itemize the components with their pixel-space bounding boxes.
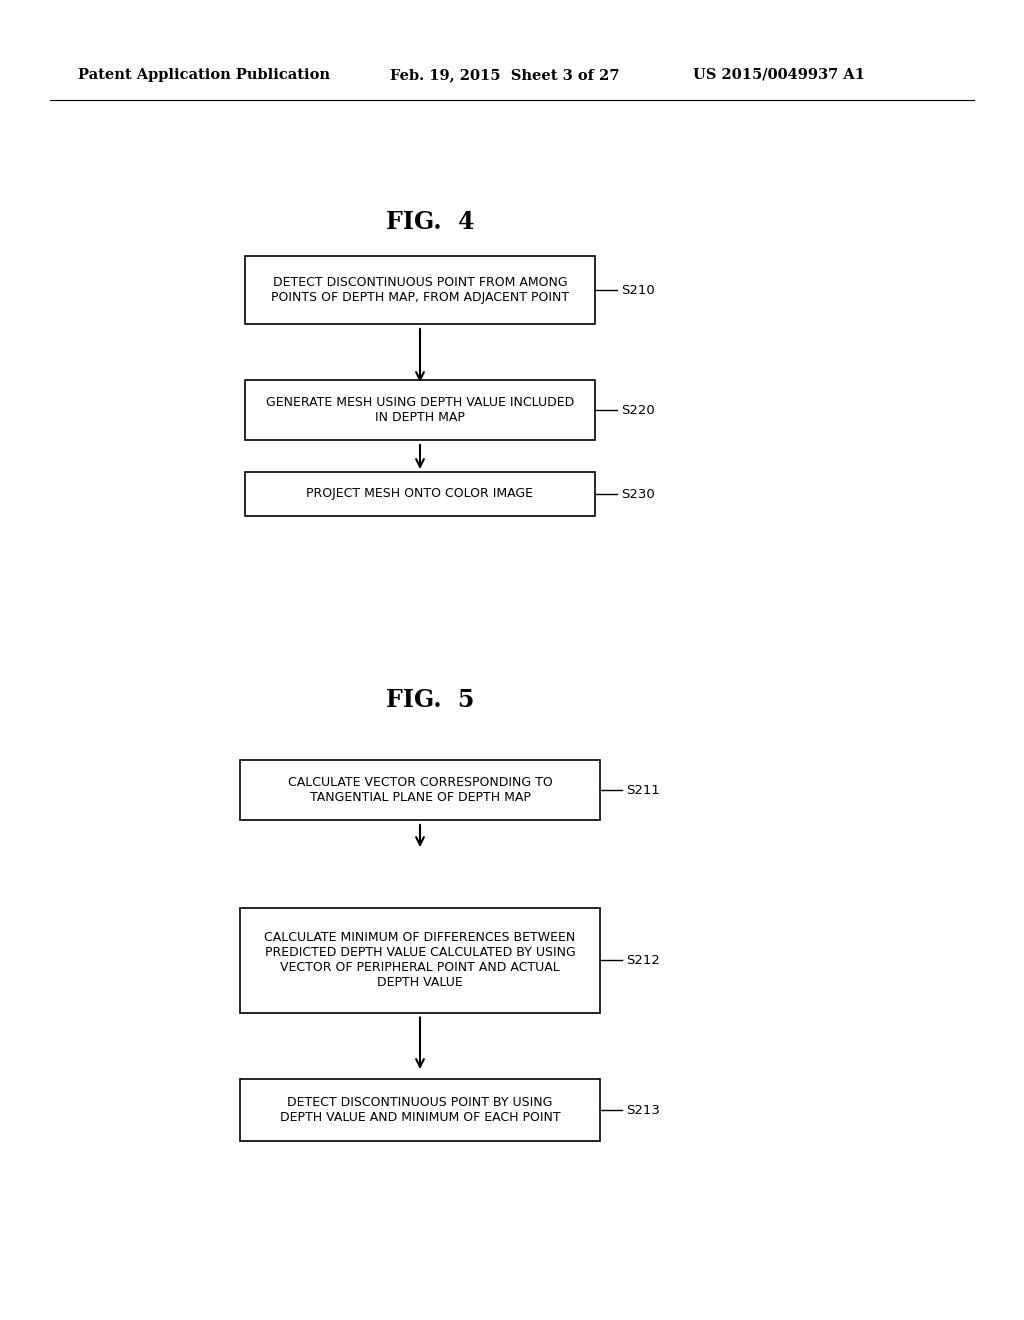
- Text: FIG.  4: FIG. 4: [386, 210, 474, 234]
- Text: DETECT DISCONTINUOUS POINT BY USING
DEPTH VALUE AND MINIMUM OF EACH POINT: DETECT DISCONTINUOUS POINT BY USING DEPT…: [280, 1096, 560, 1125]
- Text: CALCULATE MINIMUM OF DIFFERENCES BETWEEN
PREDICTED DEPTH VALUE CALCULATED BY USI: CALCULATE MINIMUM OF DIFFERENCES BETWEEN…: [264, 931, 575, 989]
- Text: S211: S211: [626, 784, 659, 796]
- Text: S213: S213: [626, 1104, 659, 1117]
- Text: Feb. 19, 2015  Sheet 3 of 27: Feb. 19, 2015 Sheet 3 of 27: [390, 69, 620, 82]
- Text: US 2015/0049937 A1: US 2015/0049937 A1: [693, 69, 865, 82]
- Bar: [245, 380, 595, 440]
- Text: PROJECT MESH ONTO COLOR IMAGE: PROJECT MESH ONTO COLOR IMAGE: [306, 487, 534, 500]
- Text: S230: S230: [621, 487, 654, 500]
- Bar: [240, 760, 600, 820]
- Bar: [245, 256, 595, 323]
- Text: S220: S220: [621, 404, 654, 417]
- Text: CALCULATE VECTOR CORRESPONDING TO
TANGENTIAL PLANE OF DEPTH MAP: CALCULATE VECTOR CORRESPONDING TO TANGEN…: [288, 776, 552, 804]
- Bar: [240, 908, 600, 1012]
- Text: S210: S210: [621, 284, 654, 297]
- Bar: [245, 473, 595, 516]
- Bar: [240, 1078, 600, 1140]
- Text: S212: S212: [626, 953, 659, 966]
- Text: GENERATE MESH USING DEPTH VALUE INCLUDED
IN DEPTH MAP: GENERATE MESH USING DEPTH VALUE INCLUDED…: [266, 396, 574, 424]
- Text: FIG.  5: FIG. 5: [386, 688, 474, 711]
- Text: Patent Application Publication: Patent Application Publication: [78, 69, 330, 82]
- Text: DETECT DISCONTINUOUS POINT FROM AMONG
POINTS OF DEPTH MAP, FROM ADJACENT POINT: DETECT DISCONTINUOUS POINT FROM AMONG PO…: [271, 276, 569, 304]
